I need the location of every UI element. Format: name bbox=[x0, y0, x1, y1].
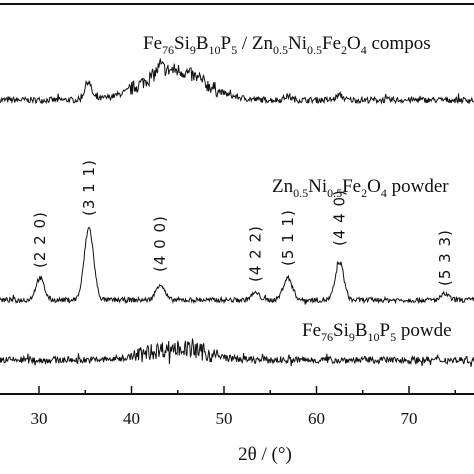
plot-frame bbox=[0, 3, 474, 395]
series-label-2: Zn0.5Ni0.5Fe2O4 powder bbox=[272, 176, 449, 200]
series-label-1: Fe76Si9B10P5 / Zn0.5Ni0.5Fe2O4 compos bbox=[143, 33, 431, 57]
traces bbox=[0, 58, 474, 367]
series-line-3 bbox=[0, 338, 474, 367]
x-tick-label: 30 bbox=[31, 409, 48, 428]
peak-label: (4 4 0) bbox=[331, 189, 349, 246]
series-label-3: Fe76Si9B10P5 powde bbox=[302, 320, 452, 344]
x-axis: 30 40 50 60 70 bbox=[31, 386, 456, 428]
x-tick-label: 70 bbox=[401, 409, 418, 428]
series-line-1 bbox=[0, 58, 474, 105]
series-line-2 bbox=[0, 226, 474, 305]
series-labels: Fe76Si9B10P5 / Zn0.5Ni0.5Fe2O4 compos Zn0… bbox=[143, 33, 452, 344]
x-tick-label: 40 bbox=[123, 409, 140, 428]
x-axis-title: 2θ / (°) bbox=[238, 444, 292, 465]
x-tick-label: 50 bbox=[216, 409, 233, 428]
peak-label: (3 1 1) bbox=[80, 159, 98, 216]
x-tick-label: 60 bbox=[308, 409, 325, 428]
peak-labels: (2 2 0) (3 1 1) (4 0 0) (4 2 2) (5 1 1) (4 4 … bbox=[31, 159, 454, 286]
peak-label: (5 1 1) bbox=[279, 209, 297, 266]
peak-label: (4 0 0) bbox=[151, 215, 169, 272]
peak-label: (4 2 2) bbox=[246, 225, 264, 282]
peak-label: (5 3 3) bbox=[436, 229, 454, 286]
peak-label: (2 2 0) bbox=[31, 211, 49, 268]
